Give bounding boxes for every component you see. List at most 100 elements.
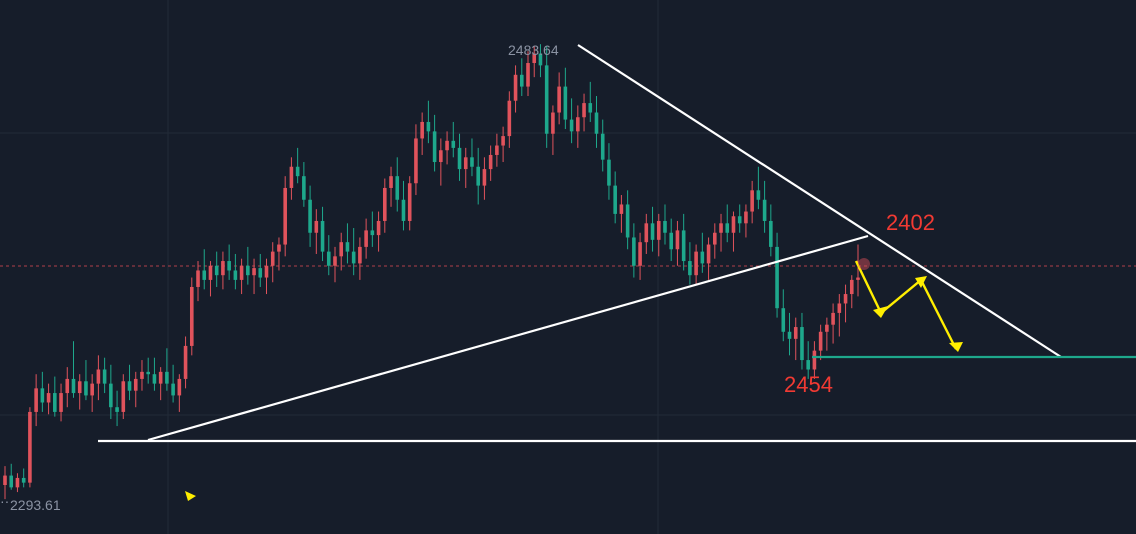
candle-body-down (227, 261, 231, 271)
candle-body-up (46, 393, 51, 403)
candle-body-down (326, 251, 331, 266)
candle-body-up (619, 204, 624, 214)
candle-body-down (457, 147, 462, 170)
candle-body-down (152, 374, 157, 384)
candle-body-up (376, 220, 381, 236)
candle-body-up (706, 244, 711, 264)
candle-body-up (264, 265, 269, 278)
candle-body-down (806, 360, 810, 370)
high-price-label: 2483.64 (508, 42, 559, 58)
candle-body-up (196, 270, 200, 287)
candle-body-down (432, 131, 437, 163)
candle-body-down (426, 121, 431, 132)
candle-body-up (731, 216, 736, 233)
candle-body-down (165, 371, 169, 384)
candle-body-up (837, 303, 842, 313)
candle-body-down (756, 190, 761, 200)
candle-body-down (308, 199, 312, 233)
candle-body-down (345, 242, 350, 252)
candle-body-up (793, 327, 798, 339)
candle-body-up (383, 187, 387, 221)
candle-body-up (831, 312, 835, 325)
candle-body-up (65, 378, 70, 394)
candle-body-down (246, 265, 250, 276)
candle-body-down (53, 393, 57, 412)
annotation-label-lower: 2454 (784, 372, 833, 397)
candle-body-up (488, 154, 493, 170)
candle-body-down (588, 103, 593, 113)
candle-body-up (576, 117, 580, 132)
candle-body-down (470, 157, 474, 167)
candle-body-up (177, 378, 182, 396)
candle-body-down (395, 176, 400, 200)
candle-body-up (15, 477, 20, 488)
candle-body-up (582, 103, 586, 118)
candle-body-down (214, 265, 219, 276)
ascending-trendline[interactable] (147, 234, 869, 442)
candle-body-up (77, 381, 82, 394)
candle-body-up (818, 331, 823, 351)
candle-body-up (482, 169, 487, 186)
candle-body-down (650, 223, 655, 240)
candle-body-up (333, 256, 337, 266)
candle-body-up (389, 176, 393, 188)
last-price-marker (858, 258, 870, 270)
candle-body-up (358, 246, 362, 264)
candle-body-down (632, 237, 636, 266)
candles-group (3, 44, 860, 500)
candle-body-up (849, 279, 854, 295)
candle-body-down (84, 381, 88, 396)
candle-body-down (563, 86, 568, 120)
candle-body-up (277, 244, 281, 252)
candle-body-up (96, 369, 101, 384)
candle-body-up (501, 136, 505, 146)
candle-body-up (526, 63, 530, 87)
candle-body-up (675, 230, 680, 250)
candle-body-down (71, 378, 76, 394)
candle-body-up (712, 232, 717, 245)
candle-body-up (825, 324, 829, 332)
candle-body-up (744, 211, 748, 224)
candle-body-down (544, 65, 549, 134)
candle-body-up (420, 121, 424, 139)
candle-body-up (557, 86, 561, 113)
candle-body-down (700, 251, 705, 264)
candle-body-down (115, 407, 119, 412)
trendlines-group (98, 44, 1136, 443)
candle-body-up (28, 411, 32, 483)
candle-body-up (551, 112, 555, 134)
candle-body-down (127, 381, 132, 391)
candle-body-down (781, 308, 786, 332)
candle-body-down (688, 261, 692, 276)
candle-body-down (351, 251, 356, 264)
arrowhead-down-icon (873, 306, 888, 318)
descending-trendline[interactable] (577, 44, 1062, 358)
candle-body-up (90, 383, 94, 396)
candle-body-up (221, 261, 225, 276)
arrowhead-up-icon (915, 276, 927, 288)
candle-body-up (121, 381, 126, 412)
candle-body-up (532, 53, 537, 64)
candle-body-down (401, 199, 406, 221)
candle-body-down (476, 166, 480, 186)
candle-body-up (133, 378, 138, 391)
candle-body-down (40, 388, 45, 403)
candle-body-down (600, 133, 605, 160)
candle-body-down (320, 220, 325, 252)
candle-body-up (189, 286, 194, 346)
candle-body-down (800, 327, 804, 361)
candle-body-up (283, 187, 287, 245)
candle-body-up (750, 190, 754, 212)
candle-body-down (258, 268, 263, 278)
candle-body-up (34, 388, 38, 412)
candle-body-down (21, 477, 26, 483)
candle-body-up (856, 277, 860, 280)
candle-body-down (202, 270, 207, 280)
candle-body-up (439, 150, 443, 163)
candle-body-down (775, 246, 779, 309)
candle-body-up (59, 393, 63, 412)
candle-body-up (339, 242, 344, 257)
